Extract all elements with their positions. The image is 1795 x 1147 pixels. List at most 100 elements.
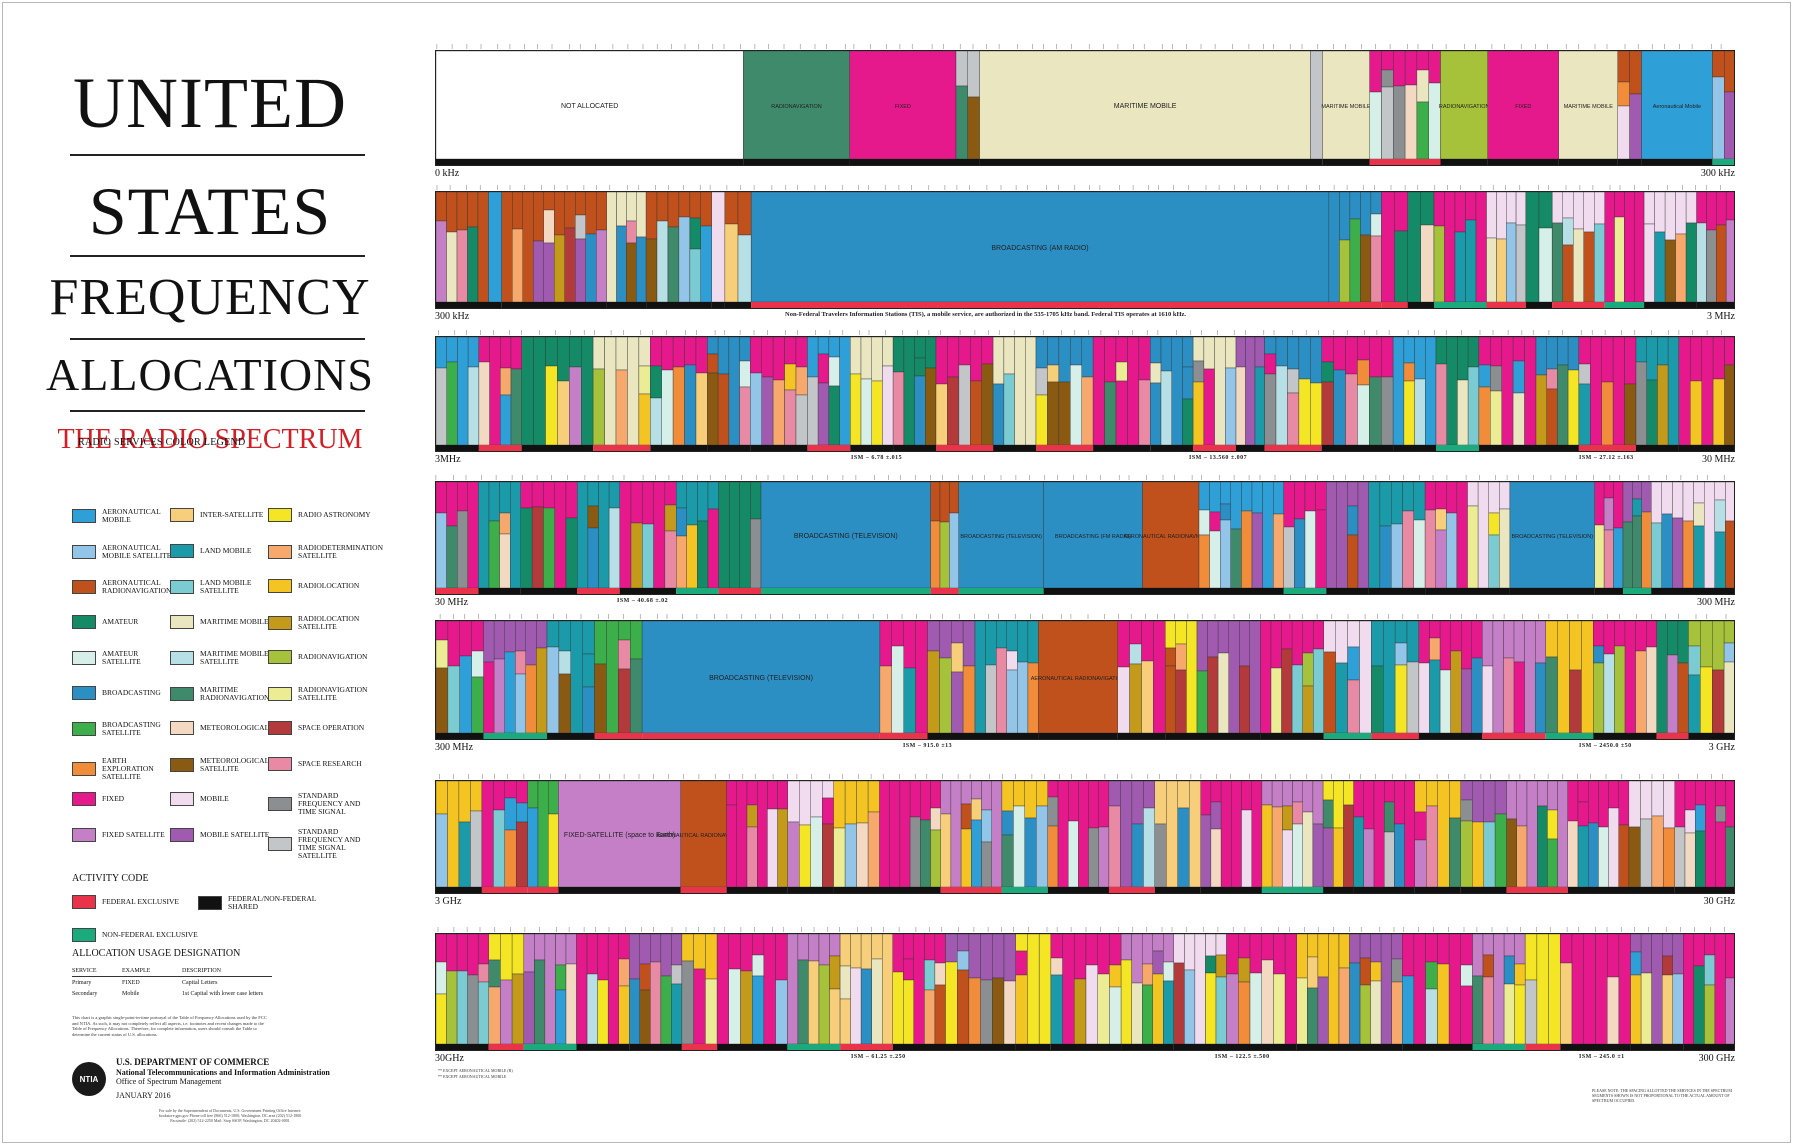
allocation-block bbox=[1275, 337, 1288, 367]
ism-label: ISM – 915.0 ±13 bbox=[903, 743, 953, 749]
allocation-block bbox=[1524, 337, 1537, 446]
allocation-block bbox=[641, 621, 881, 734]
allocation-block bbox=[1725, 934, 1734, 979]
allocation-block bbox=[844, 823, 857, 888]
allocation-block bbox=[500, 367, 512, 396]
allocation-block bbox=[1166, 781, 1178, 888]
allocation-block bbox=[1239, 621, 1251, 667]
usage-header-service: SERVICE bbox=[72, 967, 97, 974]
allocation-block bbox=[1241, 510, 1253, 589]
allocation-block bbox=[446, 525, 458, 589]
activity-strip bbox=[1678, 445, 1734, 451]
allocation-block bbox=[636, 192, 647, 238]
allocation-block bbox=[1418, 621, 1430, 664]
activity-strip bbox=[436, 159, 744, 165]
allocation-block bbox=[1460, 964, 1473, 987]
allocation-block bbox=[1514, 984, 1526, 1045]
band-start-label: 3 GHz bbox=[435, 896, 462, 907]
allocation-block bbox=[585, 192, 597, 235]
allocation-block bbox=[650, 337, 662, 367]
allocation-block bbox=[1472, 975, 1484, 1045]
allocation-block bbox=[828, 385, 840, 446]
allocation-block bbox=[483, 661, 495, 734]
allocation-block bbox=[1238, 981, 1251, 1045]
allocation-block bbox=[1482, 934, 1494, 956]
usage-designation-table: SERVICE EXAMPLE DESCRIPTION Primary FIXE… bbox=[72, 965, 272, 999]
allocation-block bbox=[1712, 378, 1725, 446]
allocation-block bbox=[1618, 934, 1631, 1045]
activity-strip bbox=[1567, 887, 1629, 893]
allocation-block bbox=[1725, 482, 1734, 522]
allocation-block bbox=[1546, 337, 1558, 370]
allocation-block bbox=[968, 934, 981, 979]
allocation-block bbox=[1184, 969, 1196, 1045]
allocation-block bbox=[546, 621, 560, 648]
allocation-block bbox=[1323, 621, 1336, 653]
allocation-block bbox=[1381, 376, 1394, 446]
allocation-block bbox=[1632, 482, 1643, 500]
allocation-block bbox=[1129, 621, 1142, 645]
allocation-block bbox=[1724, 364, 1734, 446]
allocation-block bbox=[1505, 222, 1517, 303]
allocation-block bbox=[1186, 621, 1198, 734]
allocation-block bbox=[1651, 815, 1664, 888]
activity-strip bbox=[1402, 1044, 1473, 1050]
allocation-block bbox=[664, 504, 677, 532]
allocation-block bbox=[850, 934, 862, 969]
allocation-block bbox=[746, 804, 758, 828]
allocation-block bbox=[618, 985, 630, 1045]
allocation-label: AERONAUTICAL RADIONAVIGATION bbox=[1123, 534, 1218, 540]
allocation-block bbox=[565, 963, 577, 1045]
legend-label: MARITIME RADIONAVIGATION bbox=[200, 684, 270, 702]
allocation-block bbox=[693, 968, 706, 1045]
allocation-block bbox=[1569, 669, 1582, 734]
activity-strip bbox=[1509, 588, 1595, 594]
allocation-block bbox=[799, 781, 811, 826]
activity-strip bbox=[488, 302, 502, 308]
allocation-block bbox=[536, 621, 548, 649]
allocation-block bbox=[927, 621, 940, 652]
allocation-block bbox=[1283, 482, 1295, 528]
allocation-block bbox=[968, 977, 981, 1045]
usage-row-secondary: Secondary Mobile 1st Capital with lower … bbox=[72, 988, 272, 999]
allocation-block bbox=[1370, 192, 1382, 215]
allocation-block bbox=[1715, 805, 1726, 823]
allocation-block bbox=[1593, 662, 1605, 734]
legend-item: METEOROLOGICAL bbox=[170, 721, 275, 735]
allocation-block bbox=[1654, 192, 1666, 233]
allocation-block bbox=[1402, 975, 1415, 1045]
allocation-block bbox=[1725, 977, 1734, 1045]
allocation-block bbox=[1467, 366, 1479, 446]
allocation-block bbox=[1562, 244, 1574, 303]
allocation-block bbox=[930, 781, 941, 809]
allocation-block bbox=[1606, 976, 1620, 1045]
allocation-block bbox=[1567, 369, 1579, 446]
allocation-block bbox=[1068, 820, 1079, 888]
legend-item: EARTH EXPLORATION SATELLITE bbox=[72, 756, 177, 781]
allocation-block bbox=[1017, 621, 1029, 663]
allocation-block bbox=[935, 383, 948, 446]
allocation-block bbox=[1435, 508, 1447, 531]
allocation-block bbox=[925, 367, 937, 446]
allocation-block bbox=[1129, 663, 1142, 734]
activity-strip bbox=[1712, 159, 1734, 165]
allocation-block bbox=[1486, 192, 1497, 239]
allocation-block bbox=[1379, 482, 1392, 527]
ism-label: ISM – 61.25 ±.250 bbox=[851, 1054, 906, 1060]
allocation-block bbox=[1640, 818, 1653, 888]
allocation-block bbox=[1321, 337, 1334, 363]
allocation-block bbox=[1672, 934, 1684, 975]
title-line-united: UNITED bbox=[73, 63, 347, 143]
allocation-block bbox=[957, 969, 970, 1045]
allocation-block bbox=[1173, 962, 1185, 1045]
allocation-block bbox=[829, 934, 841, 957]
usage-cell: Secondary bbox=[72, 990, 98, 997]
activity-strip bbox=[436, 588, 479, 594]
legend-swatch bbox=[170, 792, 194, 806]
allocation-block bbox=[576, 934, 588, 1045]
activity-strip bbox=[1199, 588, 1284, 594]
allocation-block bbox=[1612, 337, 1625, 446]
band-start-label: 30GHz bbox=[435, 1053, 464, 1064]
allocation-block bbox=[1104, 337, 1117, 383]
allocation-block bbox=[470, 781, 483, 812]
